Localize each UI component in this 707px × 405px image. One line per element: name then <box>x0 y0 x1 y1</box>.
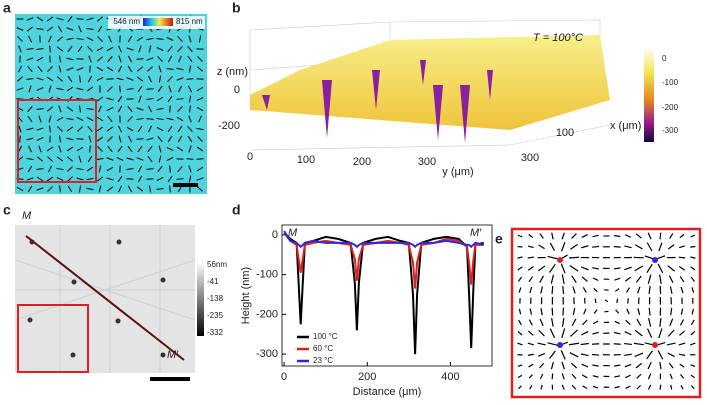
vector <box>617 299 618 303</box>
vector <box>592 246 599 247</box>
legend-label: 100 °C <box>313 332 338 341</box>
annotation: T = 100°C <box>533 32 583 44</box>
director <box>120 86 121 93</box>
director <box>177 99 184 100</box>
defect <box>652 342 658 348</box>
y-axis-title: Height (nm) <box>240 267 252 324</box>
colorbar-tick: 0 <box>662 54 667 63</box>
colorbar-tick: -41 <box>207 277 219 286</box>
annotation: M′ <box>167 349 179 361</box>
colorbar <box>143 18 173 26</box>
panel-label: e <box>495 231 503 247</box>
vector <box>563 286 564 294</box>
x-tick-label: 400 <box>441 371 459 383</box>
y-tick-label: 0 <box>272 229 278 241</box>
colorbar <box>644 47 654 142</box>
director <box>87 29 94 30</box>
surface <box>250 35 610 130</box>
vector <box>660 233 661 240</box>
y-tick-label: -200 <box>256 308 278 320</box>
colorbar-tick: -235 <box>207 311 224 320</box>
scale-bar <box>173 183 198 187</box>
defect <box>652 257 658 263</box>
colorbar-tick: -138 <box>207 294 224 303</box>
axis-title: x (μm) <box>610 120 641 132</box>
legend-label: 60 °C <box>313 344 333 353</box>
colorbar-tick: -100 <box>662 78 679 87</box>
colorbar-label: 815 nm <box>176 17 203 26</box>
field-box <box>512 229 700 397</box>
director <box>37 29 44 30</box>
vector <box>614 246 621 247</box>
tick-label: 300 <box>418 156 436 168</box>
vector <box>592 355 599 356</box>
vector <box>649 308 650 316</box>
vector <box>690 246 695 247</box>
annotation: M <box>22 210 32 222</box>
vector <box>595 299 596 303</box>
defect <box>557 257 563 263</box>
director <box>170 166 171 173</box>
colorbar <box>197 262 204 336</box>
annotation: M <box>288 227 298 239</box>
tick-label: 100 <box>297 154 315 166</box>
colorbar-tick: -332 <box>207 328 224 337</box>
annotation: M′ <box>470 227 482 239</box>
colorbar-label: 546 nm <box>113 17 140 26</box>
panel-label: d <box>232 202 241 218</box>
y-tick-label: -300 <box>256 348 278 360</box>
vector <box>552 286 553 294</box>
panel-label: c <box>3 202 11 218</box>
axis-title: z (nm) <box>217 66 248 78</box>
colorbar-tick: -200 <box>662 103 679 112</box>
colorbar-tick: 56nm <box>207 260 227 269</box>
x-tick-label: 0 <box>281 371 287 383</box>
vector <box>592 344 599 345</box>
x-tick-label: 200 <box>358 371 376 383</box>
panel-label: a <box>3 0 11 16</box>
director <box>187 159 194 160</box>
vector <box>679 257 685 258</box>
director <box>177 179 184 180</box>
defect <box>557 342 563 348</box>
panel-label: b <box>232 0 241 16</box>
vector <box>563 308 564 316</box>
x-axis-title: Distance (μm) <box>353 386 422 398</box>
tick-label: 300 <box>521 152 539 164</box>
y-tick-label: -100 <box>256 269 278 281</box>
legend-label: 23 °C <box>313 356 333 365</box>
director <box>20 136 21 143</box>
vector <box>569 257 579 258</box>
tick-label: 0 <box>247 151 253 163</box>
tick-label: 100 <box>556 127 574 139</box>
vector <box>660 385 661 390</box>
director <box>137 59 144 60</box>
axis-title: y (μm) <box>442 166 473 178</box>
scale-bar <box>150 377 190 381</box>
tick-label: 200 <box>353 156 371 168</box>
tick-label: 0 <box>234 84 240 96</box>
tick-label: -200 <box>218 120 240 132</box>
director <box>77 19 84 20</box>
line-chart: 0 200 400 0 -100 -200 -300 Distance (μm) Height … <box>240 225 492 398</box>
colorbar-tick: -300 <box>662 126 679 135</box>
